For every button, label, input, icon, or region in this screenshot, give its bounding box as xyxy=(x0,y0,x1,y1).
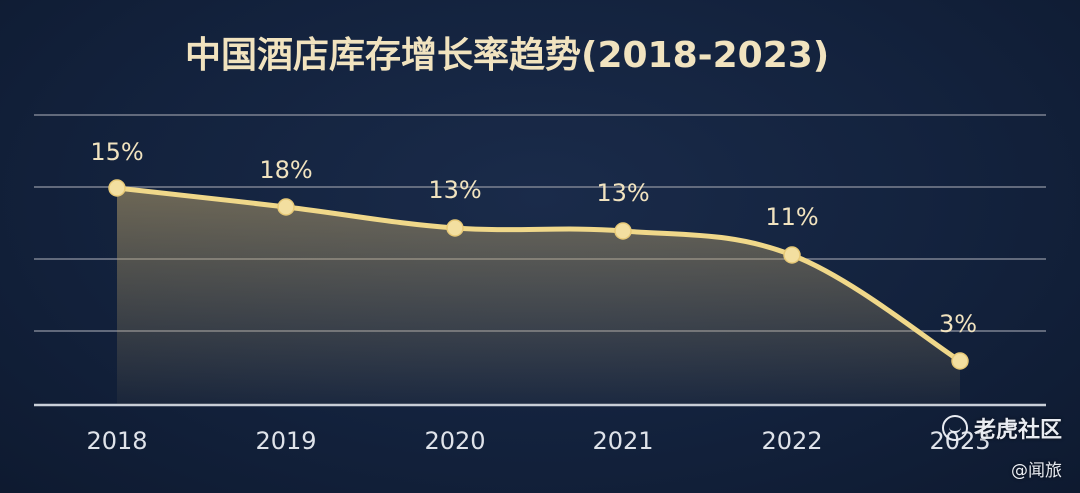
x-tick-label-2021: 2021 xyxy=(592,427,653,455)
x-tick-label-2020: 2020 xyxy=(424,427,485,455)
data-label-2020: 13% xyxy=(428,176,481,204)
x-tick-label-2019: 2019 xyxy=(255,427,316,455)
chart-title: 中国酒店库存增长率趋势(2018-2023) xyxy=(185,35,830,76)
data-point-2019 xyxy=(277,198,295,216)
watermark-author: @闻旅 xyxy=(1011,461,1062,481)
data-point-2020 xyxy=(446,219,464,237)
data-point-2023 xyxy=(951,352,969,370)
data-point-2018 xyxy=(108,179,126,197)
data-label-2023: 3% xyxy=(939,310,977,338)
data-label-2018: 15% xyxy=(90,138,143,166)
x-tick-label-2018: 2018 xyxy=(86,427,147,455)
data-label-2021: 13% xyxy=(596,179,649,207)
data-point-2022 xyxy=(783,246,801,264)
data-label-2019: 18% xyxy=(259,156,312,184)
data-label-2022: 11% xyxy=(765,203,818,231)
x-tick-label-2022: 2022 xyxy=(761,427,822,455)
watermark-site: 老虎社区 xyxy=(973,418,1062,443)
watermark: 老虎社区 xyxy=(941,412,1062,444)
area-fill xyxy=(117,188,960,405)
series-line xyxy=(114,185,963,364)
data-point-2021 xyxy=(614,222,632,240)
tiger-logo-icon xyxy=(941,415,968,441)
